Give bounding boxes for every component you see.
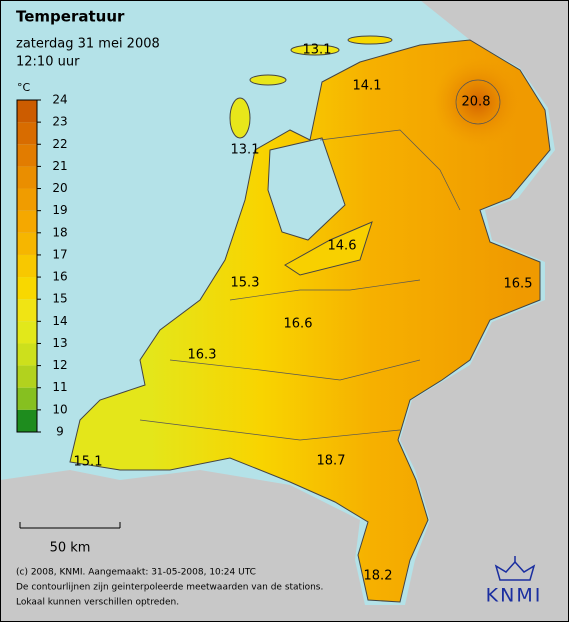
legend-swatch	[17, 365, 37, 388]
legend-tick-label: 19	[52, 203, 67, 217]
station-value: 20.8	[462, 95, 491, 110]
station-value: 16.5	[504, 277, 533, 292]
station-value: 14.1	[353, 79, 382, 94]
station-value: 18.2	[364, 569, 393, 584]
title: Temperatuur	[16, 8, 125, 26]
footer-line: (c) 2008, KNMI. Aangemaakt: 31-05-2008, …	[16, 568, 256, 578]
logo: KNMI	[486, 585, 543, 607]
legend-tick-label: 9	[56, 425, 64, 439]
ijsselmeer	[267, 137, 346, 241]
legend-tick-label: 24	[52, 93, 67, 107]
legend-swatch	[17, 122, 37, 145]
legend-tick-label: 10	[52, 402, 67, 416]
legend-swatch	[17, 387, 37, 410]
station-value: 18.7	[317, 454, 346, 469]
hotspot	[433, 57, 523, 147]
contour	[455, 79, 501, 125]
station-value: 13.1	[231, 143, 260, 158]
legend-swatch	[17, 299, 37, 322]
logo-crown	[494, 556, 536, 581]
legend-tick-label: 22	[52, 137, 67, 151]
legend-tick-label: 23	[52, 115, 67, 129]
legend-tick-label: 13	[52, 336, 67, 350]
station-value: 15.1	[74, 455, 103, 470]
legend-swatch	[17, 210, 37, 233]
station-value: 15.3	[231, 276, 260, 291]
legend-frame	[16, 99, 38, 433]
legend-swatch	[17, 254, 37, 278]
legend-tick-label: 18	[52, 225, 67, 239]
legend-tick-label: 14	[52, 314, 67, 328]
scale-label: 50 km	[50, 541, 91, 556]
island	[347, 35, 393, 45]
legend-tick-label: 16	[52, 270, 67, 284]
island	[229, 97, 251, 139]
island	[290, 44, 340, 56]
station-value: 13.1	[303, 43, 332, 58]
footer-line: De contourlijnen zijn geinterpoleerde me…	[16, 583, 323, 593]
legend-swatch	[17, 144, 37, 167]
legend-tick-label: 17	[52, 247, 67, 261]
legend-tick-label: 21	[52, 159, 67, 173]
flevoland	[284, 221, 373, 276]
station-value: 14.6	[328, 239, 357, 254]
station-value: 16.3	[188, 348, 217, 363]
netherlands	[69, 39, 551, 603]
legend-swatch	[17, 166, 37, 189]
legend-swatch	[17, 100, 37, 123]
legend-unit: °C	[17, 81, 31, 94]
time: 12:10 uur	[16, 55, 80, 70]
footer-line: Lokaal kunnen verschillen optreden.	[16, 598, 179, 608]
station-value: 16.6	[284, 317, 313, 332]
legend-swatch	[17, 277, 37, 300]
legend-tick-label: 20	[52, 181, 67, 195]
legend-tick-label: 12	[52, 358, 67, 372]
contour	[139, 129, 461, 441]
legend-tick-label: 11	[52, 380, 67, 394]
legend-swatch	[17, 409, 37, 432]
legend-swatch	[17, 343, 37, 366]
legend-swatch	[17, 188, 37, 211]
legend-tick-label: 15	[52, 292, 67, 306]
legend-swatch	[17, 232, 37, 255]
island	[249, 74, 287, 86]
date: zaterdag 31 mei 2008	[16, 37, 160, 52]
legend-swatch	[17, 321, 37, 344]
